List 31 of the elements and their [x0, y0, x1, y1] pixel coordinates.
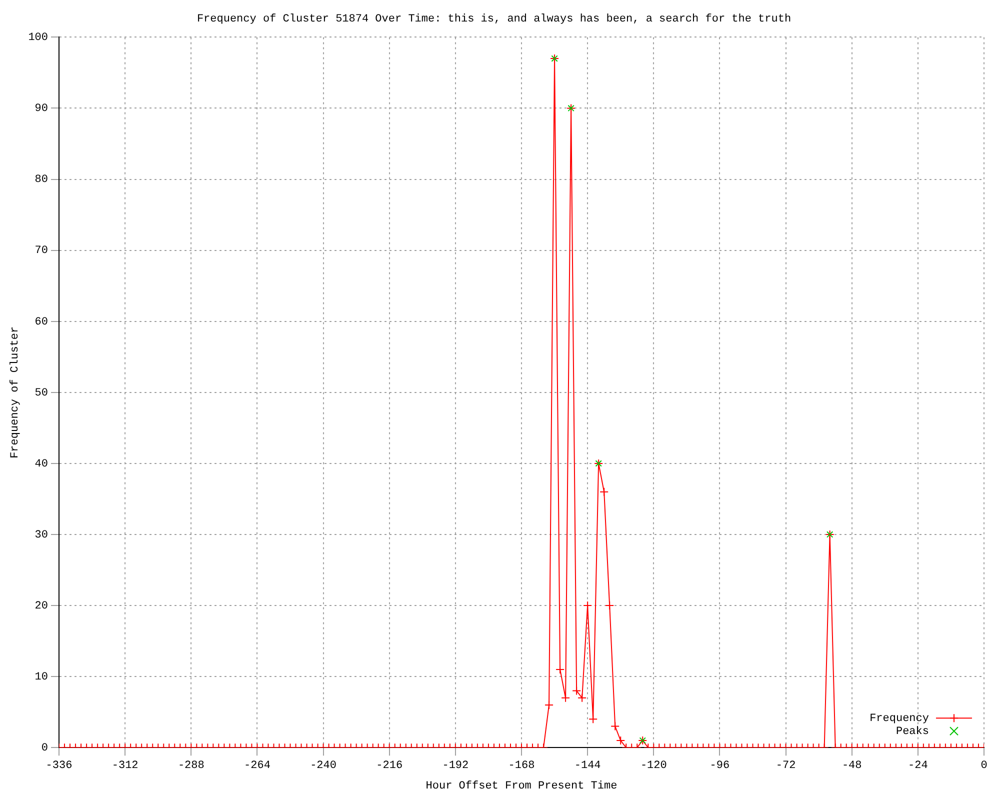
x-tick-label: 0: [980, 760, 988, 772]
x-tick-label: -24: [908, 760, 928, 772]
legend-label: Frequency: [870, 713, 930, 726]
x-tick-label: -120: [640, 760, 667, 772]
x-axis-title: Hour Offset From Present Time: [426, 780, 618, 792]
y-axis-title: Frequency of Cluster: [10, 326, 22, 458]
x-tick-label: -288: [178, 760, 204, 772]
y-tick-label: 70: [34, 245, 48, 258]
x-tick-label: -264: [244, 760, 271, 772]
x-tick-label: -312: [112, 760, 138, 772]
y-tick-label: 50: [34, 387, 48, 400]
x-tick-label: -336: [46, 760, 72, 772]
legend-label: Peaks: [896, 726, 929, 738]
y-tick-label: 20: [34, 600, 48, 612]
y-tick-label: 40: [34, 458, 48, 470]
x-tick-label: -216: [376, 760, 403, 772]
x-tick-label: -48: [842, 760, 862, 772]
x-tick-label: -96: [710, 760, 730, 772]
y-tick-label: 60: [34, 316, 48, 328]
y-tick-label: 100: [28, 32, 48, 44]
chart-title: Frequency of Cluster 51874 Over Time: this is, and always has been, a search for the truth: [196, 14, 792, 26]
x-tick-label: -192: [442, 760, 469, 772]
y-tick-label: 90: [34, 103, 48, 116]
x-tick-label: -144: [574, 760, 602, 772]
y-tick-label: 80: [34, 174, 48, 186]
x-tick-label: -72: [776, 760, 796, 772]
y-tick-label: 10: [34, 671, 48, 684]
x-tick-label: -168: [508, 760, 535, 772]
y-tick-label: 30: [34, 529, 48, 542]
x-tick-label: -240: [310, 760, 336, 772]
y-tick-label: 0: [41, 742, 48, 755]
